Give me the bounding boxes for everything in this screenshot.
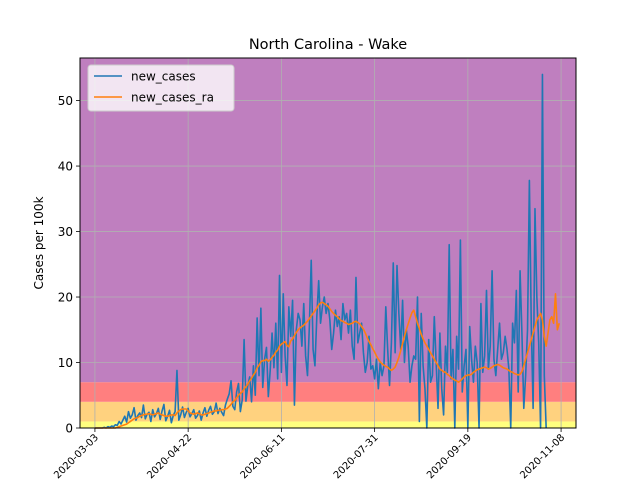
- series-lines: [94, 73, 560, 429]
- y-tick-label: 10: [58, 356, 73, 370]
- legend-box: [87, 64, 235, 112]
- plot-frame: [79, 57, 577, 429]
- band-2: [80, 382, 576, 402]
- y-tick-label: 20: [58, 291, 73, 305]
- chart-title: North Carolina - Wake: [249, 37, 407, 53]
- y-tick-label: 40: [58, 160, 73, 174]
- y-axis-label: Cases per 100k: [32, 196, 46, 289]
- legend-label-new-cases-ra: new_cases_ra: [131, 91, 214, 105]
- threshold-bands: [80, 58, 576, 428]
- y-tick-label: 50: [58, 94, 73, 108]
- band-1: [80, 401, 576, 422]
- series-line-new-cases-ra: [94, 292, 560, 429]
- series-line-new-cases: [94, 73, 547, 429]
- y-tick-label: 0: [65, 422, 73, 436]
- legend: new_cases new_cases_ra: [87, 64, 235, 112]
- band-0: [80, 421, 576, 428]
- y-tick-label: 30: [58, 225, 73, 239]
- y-axis: 0 10 20 30 40 50: [58, 94, 80, 436]
- legend-label-new-cases: new_cases: [131, 70, 196, 84]
